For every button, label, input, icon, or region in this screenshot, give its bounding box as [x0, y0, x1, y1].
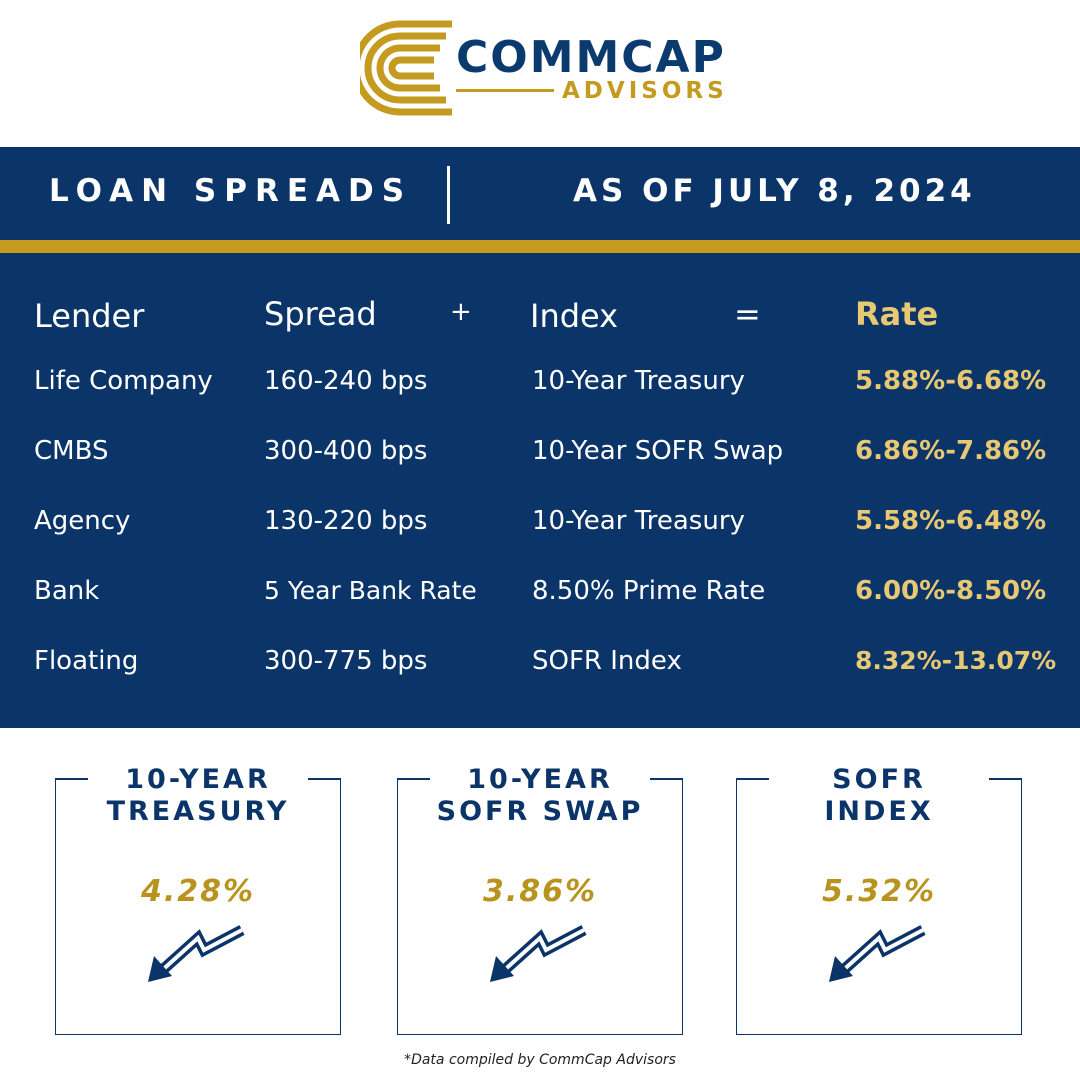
index-card-value: 4.28%	[140, 874, 256, 909]
table-row-lender: Bank	[34, 576, 100, 606]
trend-down-arrow-icon	[148, 925, 245, 982]
header-title: LOAN SPREADS	[49, 173, 413, 209]
table-row-rate: 5.58%-6.48%	[855, 506, 1047, 536]
commcap-c-icon	[360, 20, 452, 116]
footnote: *Data compiled by CommCap Advisors	[404, 1052, 676, 1068]
table-row-index: SOFR Index	[532, 646, 682, 676]
index-card-title: 10-YEAR SOFR SWAP	[398, 764, 682, 828]
table-row-lender: Life Company	[34, 366, 213, 396]
col-header-spread: Spread	[264, 295, 377, 333]
index-card-title-line1: 10-YEAR	[467, 764, 613, 795]
brand-name: COMMCAP	[456, 32, 726, 83]
trend-down-arrow-icon	[490, 925, 587, 982]
logo-rule	[456, 89, 554, 92]
card-border-right	[989, 778, 1021, 780]
card-border-right	[308, 778, 340, 780]
col-header-rate: Rate	[855, 295, 939, 333]
index-card-title-line1: 10-YEAR	[125, 764, 271, 795]
table-row-spread: 300-400 bps	[264, 436, 428, 466]
brand-subname: ADVISORS	[562, 78, 728, 104]
card-border-left	[737, 778, 769, 780]
index-card-title-line1: SOFR	[832, 764, 926, 795]
index-card-title-line2: INDEX	[824, 796, 934, 827]
header-date: AS OF JULY 8, 2024	[573, 173, 976, 209]
table-row-index: 10-Year Treasury	[532, 366, 745, 396]
index-card-sofr-swap: 10-YEAR SOFR SWAP 3.86%	[397, 764, 683, 1035]
table-row-lender: Agency	[34, 506, 131, 536]
loan-spreads-table: Lender Spread + Index = Rate Life Compan…	[0, 253, 1080, 728]
gold-stripe	[0, 240, 1080, 253]
table-row-spread: 130-220 bps	[264, 506, 428, 536]
commcap-logo: COMMCAP ADVISORS	[360, 18, 740, 118]
equals-sign: =	[734, 295, 761, 333]
card-border-right	[650, 778, 682, 780]
col-header-lender: Lender	[34, 297, 145, 335]
plus-sign: +	[450, 297, 472, 327]
header-band: LOAN SPREADS AS OF JULY 8, 2024	[0, 147, 1080, 240]
index-card-title-line2: SOFR SWAP	[436, 796, 644, 827]
index-card-title: SOFR INDEX	[737, 764, 1021, 828]
table-row-index: 10-Year Treasury	[532, 506, 745, 536]
index-card-title: 10-YEAR TREASURY	[56, 764, 340, 828]
table-row-spread: 160-240 bps	[264, 366, 428, 396]
table-row-rate: 5.88%-6.68%	[855, 366, 1047, 396]
index-card-value: 5.32%	[821, 874, 937, 909]
table-row-lender: CMBS	[34, 436, 109, 466]
table-row-spread: 5 Year Bank Rate	[264, 576, 477, 605]
trend-down-arrow-icon	[829, 925, 926, 982]
table-row-index: 10-Year SOFR Swap	[532, 436, 784, 466]
index-card-sofr-index: SOFR INDEX 5.32%	[736, 764, 1022, 1035]
card-border-left	[56, 778, 88, 780]
table-row-lender: Floating	[34, 646, 139, 676]
index-card-treasury: 10-YEAR TREASURY 4.28%	[55, 764, 341, 1035]
table-row-rate: 6.86%-7.86%	[855, 436, 1047, 466]
index-card-title-line2: TREASURY	[106, 796, 290, 827]
table-row-rate: 6.00%-8.50%	[855, 576, 1047, 606]
index-card-value: 3.86%	[482, 874, 598, 909]
col-header-index: Index	[530, 297, 619, 335]
table-row-index: 8.50% Prime Rate	[532, 576, 766, 606]
header-divider	[447, 166, 450, 224]
table-row-rate: 8.32%-13.07%	[855, 646, 1057, 675]
card-border-left	[398, 778, 430, 780]
table-row-spread: 300-775 bps	[264, 646, 428, 676]
